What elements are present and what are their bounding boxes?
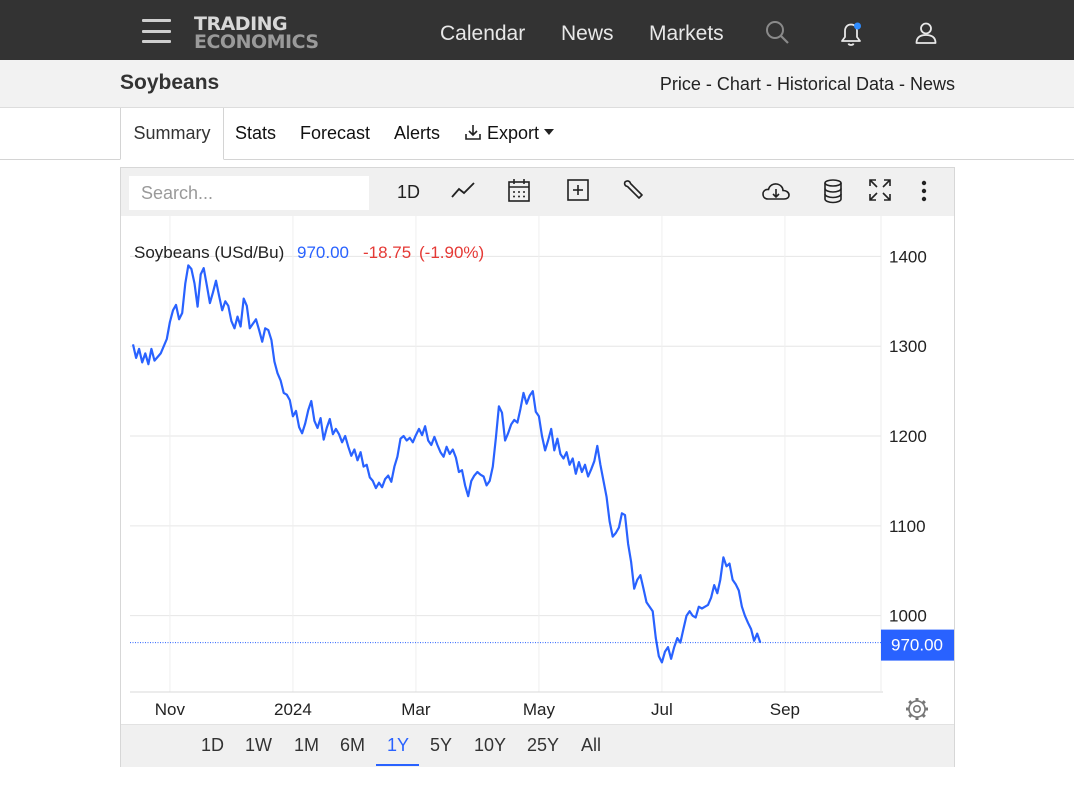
caret-down-icon <box>544 129 555 135</box>
range-all[interactable]: All <box>581 735 602 755</box>
x-tick-label: Sep <box>770 700 800 719</box>
tab-stats[interactable]: Stats <box>235 123 277 143</box>
chart-toolbar: 1D <box>121 168 954 216</box>
range-selector: 1D 1W 1M 6M 1Y 5Y 10Y 25Y All <box>121 724 954 767</box>
separator: - <box>700 74 717 94</box>
user-account-icon[interactable] <box>913 20 939 51</box>
tab-summary[interactable]: Summary <box>120 108 224 160</box>
separator: - <box>760 74 777 94</box>
nav-link-calendar[interactable]: Calendar <box>440 22 526 45</box>
notification-bell-icon[interactable] <box>838 20 864 53</box>
range-10y[interactable]: 10Y <box>474 735 507 755</box>
tab-export[interactable]: Export <box>464 108 555 159</box>
range-1y[interactable]: 1Y <box>387 735 410 755</box>
page-title: Soybeans <box>120 71 220 94</box>
last-price-badge: 970.00 <box>881 629 954 661</box>
price-line <box>131 264 762 664</box>
range-1d[interactable]: 1D <box>201 735 225 755</box>
y-axis-labels: 1000 1100 1200 1300 1400 <box>889 247 927 625</box>
header-link-historical-data[interactable]: Historical Data <box>776 74 894 94</box>
last-price-label: 970.00 <box>891 636 943 655</box>
y-tick-label: 1400 <box>889 247 927 266</box>
x-tick-label: Nov <box>155 700 186 719</box>
header-link-price[interactable]: Price <box>659 74 701 94</box>
x-axis-labels: Nov 2024 Mar May Jul Sep <box>155 700 800 719</box>
x-tick-label: Jul <box>651 700 673 719</box>
range-1w[interactable]: 1W <box>245 735 272 755</box>
wrench-icon[interactable] <box>621 178 645 207</box>
line-chart-type-icon[interactable] <box>450 180 476 207</box>
nav-link-news[interactable]: News <box>561 22 614 45</box>
logo-line2: ECONOMICS <box>194 31 319 53</box>
add-indicator-icon[interactable] <box>566 178 590 207</box>
x-tick-label: 2024 <box>274 700 312 719</box>
separator: - <box>893 74 910 94</box>
chart-panel: 1D Soybeans (USd/Bu) 970.00 -1 <box>120 167 955 767</box>
tab-alerts[interactable]: Alerts <box>394 123 441 143</box>
range-1m[interactable]: 1M <box>294 735 320 755</box>
x-tick-label: May <box>523 700 556 719</box>
chart-settings-icon[interactable] <box>906 698 928 720</box>
export-label: Export <box>487 123 540 143</box>
tab-forecast[interactable]: Forecast <box>300 123 371 143</box>
legend-last: 970.00 <box>297 243 349 262</box>
chart-search-input[interactable] <box>129 176 369 210</box>
top-navbar: TRADING ECONOMICS Calendar News Markets <box>0 0 1074 60</box>
legend-change-pct: (-1.90%) <box>419 243 484 262</box>
legend-name: Soybeans (USd/Bu) <box>134 243 284 262</box>
logo-line1: TRADING <box>194 13 288 35</box>
y-tick-label: 1100 <box>889 517 926 536</box>
calendar-icon[interactable] <box>507 178 531 209</box>
chart-grid <box>130 216 881 692</box>
x-tick-label: Mar <box>401 700 431 719</box>
logo[interactable]: TRADING ECONOMICS <box>194 13 319 53</box>
header-link-news[interactable]: News <box>909 74 955 94</box>
range-5y[interactable]: 5Y <box>430 735 453 755</box>
price-chart[interactable]: Soybeans (USd/Bu) 970.00 -18.75 (-1.90%)… <box>121 216 954 724</box>
active-range-indicator <box>376 764 419 766</box>
page-header: Soybeans Price - Chart - Historical Data… <box>0 60 1074 108</box>
range-25y[interactable]: 25Y <box>527 735 560 755</box>
header-link-chart[interactable]: Chart <box>716 74 761 94</box>
database-icon[interactable] <box>822 178 844 209</box>
fullscreen-icon[interactable] <box>868 178 892 207</box>
cloud-download-icon[interactable] <box>761 180 791 209</box>
header-links: Price - Chart - Historical Data - News <box>660 74 955 95</box>
download-icon <box>465 125 481 140</box>
tab-bar: Summary Stats Forecast Alerts Export <box>0 108 1074 160</box>
interval-button[interactable]: 1D <box>397 182 421 202</box>
nav-link-markets[interactable]: Markets <box>649 22 724 45</box>
y-tick-label: 1000 <box>889 607 927 626</box>
y-tick-label: 1300 <box>889 337 927 356</box>
range-6m[interactable]: 6M <box>340 735 366 755</box>
more-options-icon[interactable] <box>920 178 928 209</box>
legend-change: -18.75 <box>363 243 411 262</box>
menu-icon[interactable] <box>142 19 171 43</box>
search-icon[interactable] <box>765 20 791 51</box>
y-tick-label: 1200 <box>889 427 927 446</box>
